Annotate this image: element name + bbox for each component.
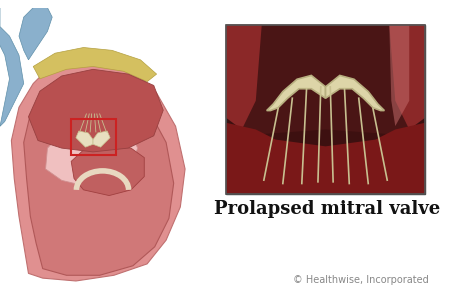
FancyBboxPatch shape [225,25,424,194]
Polygon shape [388,25,409,126]
Polygon shape [19,8,52,60]
Polygon shape [388,25,424,130]
Polygon shape [11,55,185,281]
Polygon shape [225,25,424,134]
Text: Prolapsed mitral valve: Prolapsed mitral valve [214,200,440,218]
Polygon shape [225,25,261,130]
Polygon shape [28,69,163,152]
Polygon shape [93,131,110,147]
Text: © Healthwise, Incorporated: © Healthwise, Incorporated [292,275,428,285]
Polygon shape [266,75,325,111]
Polygon shape [76,131,93,147]
Polygon shape [33,47,156,82]
Polygon shape [225,123,424,194]
Polygon shape [0,8,24,126]
Polygon shape [71,145,144,196]
Polygon shape [24,72,174,275]
Polygon shape [325,75,384,111]
Polygon shape [45,126,137,186]
